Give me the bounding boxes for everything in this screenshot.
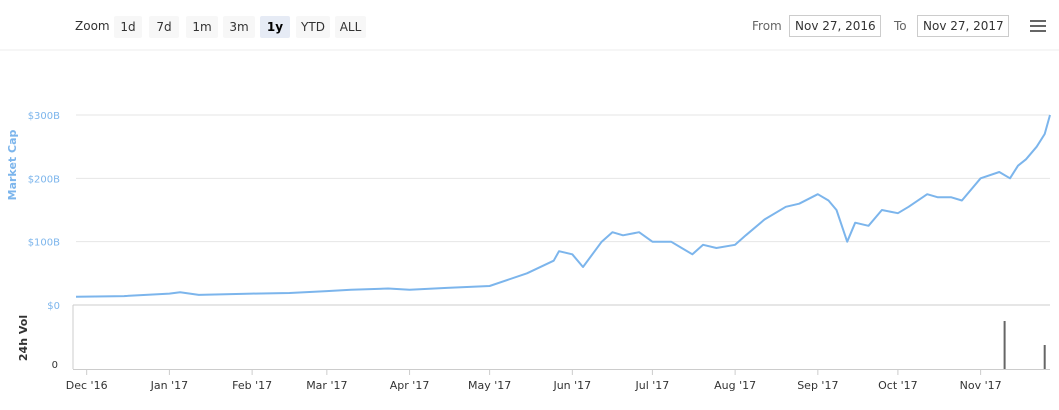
range-selector-toolbar: Zoom 1d 7d 1m 3m 1y YTD ALL From Nov 27,… (0, 0, 1059, 50)
zoom-button-ytd[interactable]: YTD (296, 16, 330, 38)
from-date-input[interactable]: Nov 27, 2016 (789, 15, 881, 37)
x-tick-label: Aug '17 (714, 379, 756, 392)
volume-bar[interactable] (1043, 345, 1046, 369)
x-tick-label: Jul '17 (634, 379, 669, 392)
x-tick-label: Dec '16 (66, 379, 108, 392)
volume-y-tick-label: 0 (52, 360, 58, 371)
x-tick-label: Feb '17 (232, 379, 272, 392)
y-tick-label: $100B (28, 238, 60, 249)
zoom-label: Zoom (75, 19, 110, 33)
zoom-button-3m[interactable]: 3m (223, 16, 255, 38)
market-cap-y-axis: $0 $100B $200B $300B (28, 111, 60, 312)
market-cap-axis-title: Market Cap (6, 130, 19, 201)
x-tick-label: Mar '17 (306, 379, 347, 392)
zoom-button-7d[interactable]: 7d (149, 16, 179, 38)
volume-bar[interactable] (1003, 321, 1006, 369)
volume-pane: 0 (52, 304, 1050, 371)
from-label: From (752, 19, 782, 33)
y-tick-label: $300B (28, 111, 60, 122)
volume-bars (1003, 321, 1046, 369)
zoom-button-1m[interactable]: 1m (186, 16, 218, 38)
to-label: To (894, 19, 907, 33)
zoom-button-1y[interactable]: 1y (260, 16, 290, 38)
to-date-input[interactable]: Nov 27, 2017 (917, 15, 1009, 37)
zoom-button-all[interactable]: ALL (335, 16, 366, 38)
x-tick-label: Jan '17 (150, 379, 188, 392)
x-tick-label: Nov '17 (960, 379, 1002, 392)
y-tick-label: $200B (28, 174, 60, 185)
x-tick-label: Oct '17 (878, 379, 918, 392)
x-tick-label: Apr '17 (390, 379, 430, 392)
market-cap-series-line[interactable] (75, 114, 1051, 298)
hamburger-menu-icon[interactable] (1030, 20, 1046, 34)
x-tick-label: Sep '17 (797, 379, 838, 392)
volume-axis-title: 24h Vol (17, 315, 30, 361)
x-tick-label: Jun '17 (552, 379, 591, 392)
zoom-button-1d[interactable]: 1d (114, 16, 142, 38)
x-tick-label: May '17 (468, 379, 511, 392)
y-tick-label: $0 (47, 301, 60, 312)
x-axis: Dec '16 Jan '17 Feb '17 Mar '17 Apr '17 May '… (66, 369, 1002, 392)
